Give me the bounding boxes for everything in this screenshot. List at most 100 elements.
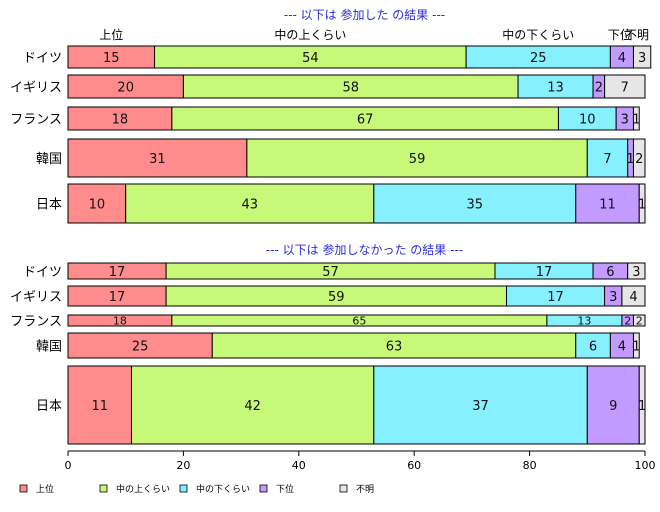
bar-segment-1-2-4 [632, 314, 646, 327]
bar-segment-0-1-4 [604, 74, 646, 99]
column-header-3: 下位 [608, 27, 632, 42]
category-label-1-3: 韓国 [36, 340, 62, 355]
bar-segment-1-3-2 [575, 332, 611, 359]
data-label-1-3-0: 25 [132, 339, 149, 354]
data-label-0-3-3: 1 [626, 152, 634, 167]
legend-swatch-2 [179, 484, 188, 493]
x-tick-label-0: 0 [65, 459, 72, 472]
data-label-1-4-3: 9 [609, 399, 617, 414]
bar-segment-0-0-4 [632, 45, 652, 69]
legend-label-0: 上位 [36, 483, 54, 495]
legend-label-3: 下位 [276, 483, 294, 495]
column-header-2: 中の下くらい [502, 27, 574, 42]
legend-swatch-3 [259, 484, 268, 493]
category-label-0-2: フランス [10, 113, 62, 128]
panel-title-0: --- 以下は 参加した の結果 --- [284, 7, 445, 22]
data-label-1-3-3: 4 [618, 339, 626, 354]
data-label-0-2-3: 3 [621, 112, 629, 127]
x-tick-label-4: 80 [523, 459, 537, 472]
bar-segment-0-3-4 [632, 138, 646, 178]
data-label-0-4-0: 10 [89, 197, 106, 212]
bar-segment-1-3-0 [67, 332, 213, 359]
category-label-0-3: 韓国 [36, 152, 62, 167]
data-label-0-3-4: 2 [635, 152, 643, 167]
data-label-0-3-2: 7 [603, 152, 611, 167]
category-label-1-0: ドイツ [23, 265, 62, 280]
data-label-0-1-4: 7 [621, 80, 629, 95]
legend-swatch-0 [19, 484, 28, 493]
x-tick-label-2: 40 [292, 459, 306, 472]
data-label-1-1-1: 59 [328, 290, 345, 305]
data-label-1-1-2: 17 [547, 290, 564, 305]
bar-segment-1-3-1 [211, 332, 577, 359]
data-label-1-0-0: 17 [109, 265, 126, 280]
category-label-1-2: フランス [10, 315, 62, 330]
bar-segment-1-4-0 [67, 365, 132, 445]
data-label-0-0-0: 15 [103, 51, 120, 66]
data-label-1-2-0: 18 [113, 315, 127, 328]
data-label-1-3-2: 6 [589, 339, 597, 354]
x-tick-label-1: 20 [176, 459, 190, 472]
data-label-1-3-4: 1 [632, 339, 640, 354]
data-label-1-4-1: 42 [244, 399, 261, 414]
bar-segment-0-4-1 [125, 183, 375, 224]
data-label-1-0-4: 3 [632, 265, 640, 280]
bar-segment-0-4-4 [638, 183, 646, 224]
category-label-0-0: ドイツ [23, 51, 62, 66]
data-label-1-0-3: 6 [606, 265, 614, 280]
bar-segment-0-4-3 [575, 183, 640, 224]
data-label-1-2-3: 2 [624, 315, 631, 328]
data-label-0-1-3: 2 [595, 80, 603, 95]
data-label-1-1-4: 4 [629, 290, 637, 305]
bar-segment-0-3-1 [246, 138, 588, 178]
data-label-0-4-3: 11 [599, 197, 616, 212]
column-header-4: 不明 [625, 28, 649, 42]
x-tick-label-5: 100 [635, 459, 656, 472]
legend-swatch-4 [339, 484, 348, 493]
bar-segment-1-1-4 [621, 285, 646, 307]
legend-label-1: 中の上くらい [116, 483, 170, 495]
data-label-1-0-2: 17 [536, 265, 553, 280]
data-label-1-3-1: 63 [386, 339, 403, 354]
data-label-0-0-1: 54 [302, 51, 319, 66]
category-label-1-4: 日本 [36, 399, 62, 414]
bar-segment-0-2-4 [632, 106, 640, 131]
data-label-1-2-2: 13 [577, 315, 591, 328]
data-label-1-4-0: 11 [91, 399, 108, 414]
bar-segment-1-0-4 [627, 262, 646, 280]
bar-segment-1-3-4 [632, 332, 640, 359]
data-label-0-0-3: 4 [618, 51, 626, 66]
data-label-1-2-4: 2 [636, 315, 643, 328]
data-label-0-1-2: 13 [547, 80, 564, 95]
data-label-0-4-2: 35 [467, 197, 484, 212]
data-label-0-0-2: 25 [530, 51, 547, 66]
data-label-1-1-0: 17 [109, 290, 126, 305]
data-label-0-2-1: 67 [357, 112, 374, 127]
column-header-1: 中の上くらい [274, 27, 346, 42]
data-label-1-4-2: 37 [472, 399, 489, 414]
data-label-0-1-1: 58 [342, 80, 359, 95]
legend-swatch-1 [99, 484, 108, 493]
data-label-0-3-1: 59 [409, 152, 426, 167]
legend-label-4: 不明 [356, 484, 374, 495]
category-label-1-1: イギリス [10, 290, 62, 305]
data-label-0-3-0: 31 [149, 152, 166, 167]
data-label-0-2-0: 18 [112, 112, 129, 127]
panel-title-1: --- 以下は 参加しなかった の結果 --- [266, 242, 463, 257]
data-label-1-0-1: 57 [322, 265, 339, 280]
data-label-0-2-4: 1 [632, 112, 640, 127]
data-label-0-1-0: 20 [117, 80, 134, 95]
legend-label-2: 中の下くらい [196, 483, 250, 495]
data-label-0-4-4: 1 [638, 197, 646, 212]
data-label-0-0-4: 3 [638, 51, 646, 66]
data-label-0-2-2: 10 [579, 112, 596, 127]
bar-segment-1-4-3 [586, 365, 640, 445]
column-header-0: 上位 [99, 27, 123, 42]
data-label-0-4-1: 43 [241, 197, 258, 212]
bar-segment-0-4-2 [373, 183, 577, 224]
data-label-1-1-3: 3 [609, 290, 617, 305]
data-label-1-2-1: 65 [352, 315, 366, 328]
category-label-0-4: 日本 [36, 198, 62, 213]
x-tick-label-3: 60 [407, 459, 421, 472]
